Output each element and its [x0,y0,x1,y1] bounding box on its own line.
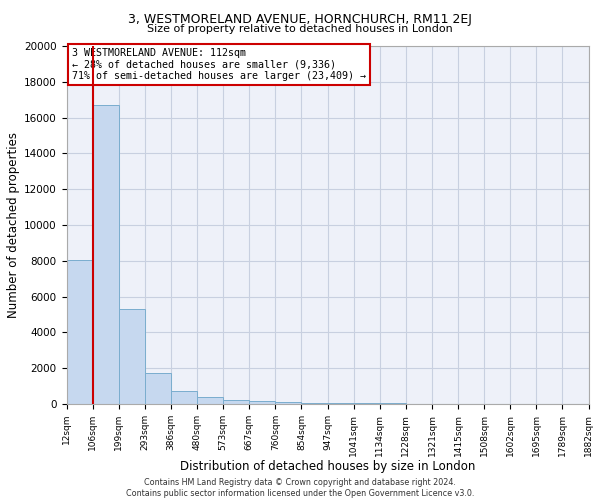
Y-axis label: Number of detached properties: Number of detached properties [7,132,20,318]
Bar [197,397,223,404]
Bar [353,403,380,404]
Text: Size of property relative to detached houses in London: Size of property relative to detached ho… [147,24,453,34]
Bar [67,260,92,404]
Bar [223,400,249,404]
Bar [145,372,171,404]
Text: 3, WESTMORELAND AVENUE, HORNCHURCH, RM11 2EJ: 3, WESTMORELAND AVENUE, HORNCHURCH, RM11… [128,12,472,26]
Bar [249,402,275,404]
Text: 3 WESTMORELAND AVENUE: 112sqm
← 28% of detached houses are smaller (9,336)
71% o: 3 WESTMORELAND AVENUE: 112sqm ← 28% of d… [72,48,366,81]
Bar [301,402,328,404]
X-axis label: Distribution of detached houses by size in London: Distribution of detached houses by size … [180,460,475,473]
Bar [275,402,301,404]
Bar [328,403,353,404]
Bar [171,390,197,404]
Bar [119,309,145,404]
Text: Contains HM Land Registry data © Crown copyright and database right 2024.
Contai: Contains HM Land Registry data © Crown c… [126,478,474,498]
Bar [92,105,119,404]
